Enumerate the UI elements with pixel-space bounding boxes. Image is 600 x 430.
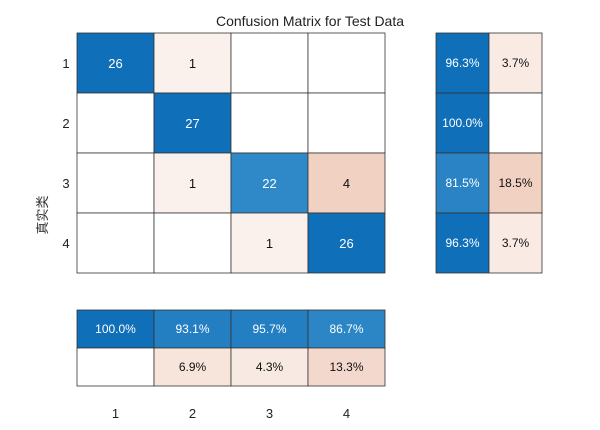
x-tick-label: 3 (266, 406, 273, 421)
column-summary-incorrect-value: 6.9% (179, 360, 207, 374)
row-summary-incorrect-cell (488, 92, 543, 154)
row-summary-incorrect-cell (488, 32, 543, 94)
row-summary-incorrect-cell (488, 212, 543, 274)
row-summary-correct-value: 100.0% (442, 116, 483, 130)
row-summary-correct-value: 96.3% (445, 236, 479, 250)
chart-title: Confusion Matrix for Test Data (216, 13, 404, 29)
matrix-cell-value: 1 (189, 56, 196, 71)
matrix-cell (153, 92, 232, 154)
row-summary-incorrect-value: 3.7% (502, 236, 530, 250)
column-summary-incorrect-cell (76, 347, 155, 387)
matrix-cell (307, 32, 386, 94)
y-axis-ticks: 1 2 3 4 (62, 56, 69, 251)
column-summary-incorrect-cell (230, 347, 309, 387)
matrix-cell (153, 32, 232, 94)
row-summary-correct-cell (435, 152, 490, 214)
row-summary-incorrect-value: 3.7% (502, 56, 530, 70)
matrix-cell (153, 212, 232, 274)
matrix-cell (230, 92, 309, 154)
matrix-cell (307, 152, 386, 214)
matrix-cell (76, 32, 155, 94)
matrix-cell-value: 1 (189, 176, 196, 191)
row-summary-correct-cell (435, 212, 490, 274)
matrix-cell (307, 212, 386, 274)
column-summary-correct-cell (230, 309, 309, 349)
row-summary-correct-value: 96.3% (445, 56, 479, 70)
matrix-cell-value: 4 (343, 176, 350, 191)
row-summary-incorrect-value: 18.5% (498, 176, 532, 190)
main-matrix: 26 1 27 1 22 4 1 26 (76, 32, 386, 274)
column-summary-correct-cell (153, 309, 232, 349)
column-summary-correct-value: 86.7% (329, 322, 363, 336)
matrix-cell-value: 1 (266, 236, 273, 251)
y-tick-label: 3 (62, 176, 69, 191)
y-tick-label: 4 (62, 236, 69, 251)
column-summary-correct-value: 95.7% (252, 322, 286, 336)
y-axis-label: 真实类 (35, 195, 50, 234)
x-tick-label: 4 (343, 406, 350, 421)
row-summary-correct-value: 81.5% (445, 176, 479, 190)
column-summary-correct-cell (76, 309, 155, 349)
y-tick-label: 2 (62, 116, 69, 131)
x-axis-ticks: 1 2 3 4 (112, 406, 350, 421)
matrix-cell-value: 26 (108, 56, 122, 71)
column-summary-correct-cell (307, 309, 386, 349)
matrix-cell (153, 152, 232, 214)
column-summary-matrix: 100.0% 93.1% 6.9% 95.7% 4.3% 86.7% 13.3% (76, 309, 386, 387)
matrix-cell-value: 26 (339, 236, 353, 251)
matrix-cell (230, 32, 309, 94)
column-summary-incorrect-value: 4.3% (256, 360, 284, 374)
x-tick-label: 1 (112, 406, 119, 421)
column-summary-correct-value: 100.0% (95, 322, 136, 336)
row-summary-matrix: 96.3% 3.7% 100.0% 81.5% 18.5% 96.3% 3.7% (435, 32, 543, 274)
column-summary-incorrect-cell (307, 347, 386, 387)
x-tick-label: 2 (189, 406, 196, 421)
y-tick-label: 1 (62, 56, 69, 71)
column-summary-incorrect-cell (153, 347, 232, 387)
column-summary-correct-value: 93.1% (175, 322, 209, 336)
matrix-cell (307, 92, 386, 154)
matrix-cell-value: 22 (262, 176, 276, 191)
matrix-cell-value: 27 (185, 116, 199, 131)
matrix-cell (76, 212, 155, 274)
matrix-cell (76, 152, 155, 214)
matrix-cell (230, 152, 309, 214)
matrix-cell (230, 212, 309, 274)
column-summary-incorrect-value: 13.3% (329, 360, 363, 374)
matrix-cell (76, 92, 155, 154)
